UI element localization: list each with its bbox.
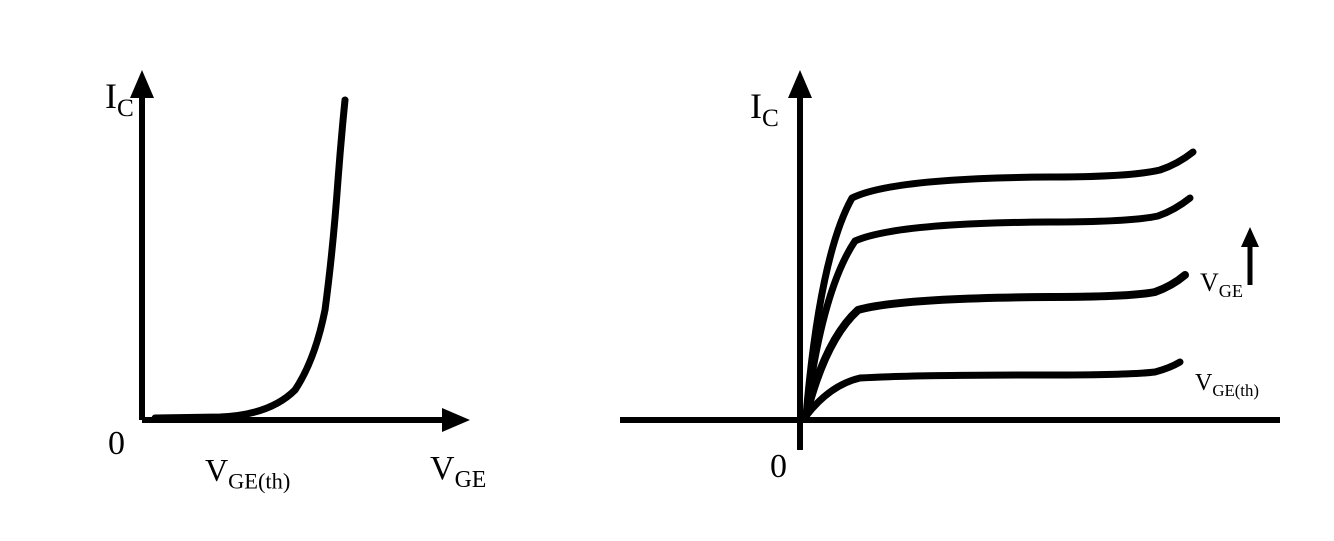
right-vgeth-label: VGE(th) [1195, 370, 1259, 401]
right-vge-arrowhead [1241, 227, 1259, 247]
right-chart-svg [600, 30, 1320, 470]
right-vgeth-text: V [1195, 370, 1212, 396]
left-origin-label: 0 [108, 425, 125, 463]
left-y-label: IC [105, 75, 134, 123]
right-y-label-text: I [750, 86, 762, 126]
left-y-label-sub: C [117, 95, 134, 122]
right-origin-label: 0 [770, 448, 787, 486]
right-vge-sub: GE [1219, 281, 1243, 301]
left-threshold-label: VGE(th) [205, 452, 290, 494]
right-chart: IC 0 VGE VGE(th) [600, 30, 1320, 470]
left-chart: IC VGE 0 VGE(th) [50, 30, 470, 470]
left-transfer-curve [155, 100, 345, 418]
left-y-label-text: I [105, 76, 117, 116]
right-curve-1 [806, 362, 1180, 416]
left-x-label: VGE [430, 450, 486, 494]
right-vge-text: V [1200, 268, 1219, 297]
left-x-arrowhead [442, 408, 470, 432]
left-threshold-text: V [205, 452, 228, 488]
right-y-label-sub: C [762, 105, 779, 132]
left-x-label-text: V [430, 450, 455, 487]
left-x-label-sub: GE [455, 467, 487, 493]
right-y-label: IC [750, 85, 779, 133]
right-curve-2 [806, 275, 1185, 416]
right-vgeth-sub: GE(th) [1212, 381, 1259, 400]
right-origin-text: 0 [770, 448, 787, 485]
left-threshold-sub: GE(th) [228, 468, 290, 493]
right-y-arrowhead [788, 70, 812, 98]
right-vge-label: VGE [1200, 268, 1243, 302]
left-origin-text: 0 [108, 425, 125, 462]
